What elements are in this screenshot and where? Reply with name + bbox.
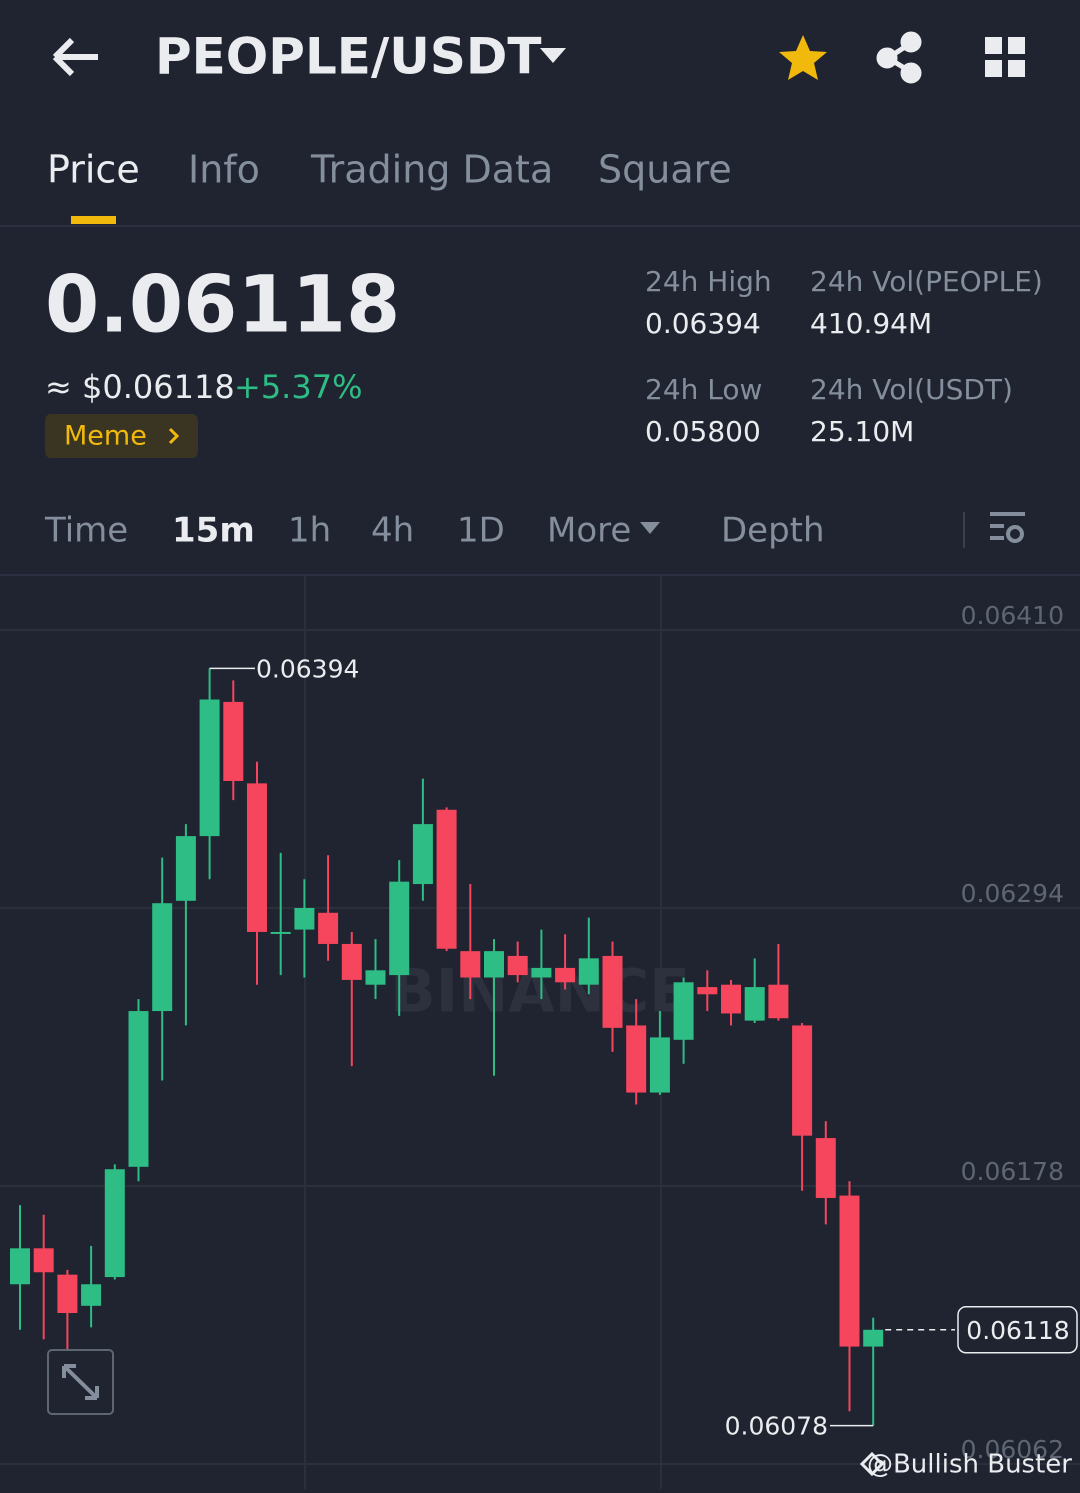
candle-body bbox=[294, 908, 315, 930]
candlestick-chart: 0.06410 0.06294 0.06178 0.06062 0.06394 0.060… bbox=[0, 601, 1080, 1465]
watermark-icon bbox=[859, 1451, 885, 1477]
tab[interactable]: Trading Data bbox=[310, 148, 553, 192]
y-tick-label: 0.06062 bbox=[961, 1435, 1064, 1464]
candle-body bbox=[626, 1025, 647, 1093]
watermark: @Bullish Buster bbox=[867, 1450, 1072, 1480]
icon-gear bbox=[1006, 525, 1024, 543]
candle-body bbox=[128, 1011, 149, 1167]
candle-body bbox=[436, 809, 457, 949]
grid-cell bbox=[985, 60, 1002, 77]
tab[interactable]: Price bbox=[47, 148, 140, 192]
stat-value: 410.94M bbox=[810, 307, 932, 340]
tab[interactable]: Info bbox=[188, 148, 260, 192]
low-label: 0.06078 bbox=[725, 1412, 828, 1441]
back-arrow bbox=[52, 37, 98, 77]
candle-body bbox=[318, 912, 339, 944]
candle-body bbox=[531, 967, 552, 978]
candle-body bbox=[815, 1138, 836, 1198]
candle-body bbox=[792, 1025, 813, 1136]
candle-body bbox=[578, 958, 599, 985]
favorite-star[interactable] bbox=[779, 35, 827, 80]
candle-body bbox=[247, 783, 267, 932]
y-tick-label: 0.06410 bbox=[961, 601, 1064, 630]
grid-cell bbox=[1008, 37, 1025, 54]
interval[interactable]: 1h bbox=[288, 511, 331, 551]
grid-cell bbox=[1008, 60, 1025, 77]
interval[interactable]: 15m bbox=[172, 511, 255, 551]
meme-tag[interactable]: Meme bbox=[45, 414, 198, 458]
back-button[interactable] bbox=[52, 37, 98, 77]
candle-body bbox=[57, 1274, 78, 1314]
share-dot bbox=[900, 31, 922, 53]
tab[interactable]: Square bbox=[598, 148, 732, 192]
candle-body bbox=[863, 1329, 884, 1347]
candle-body bbox=[697, 987, 718, 995]
last-price: 0.06118 bbox=[45, 260, 400, 350]
candle-body bbox=[721, 984, 741, 1014]
candle-body bbox=[389, 881, 410, 976]
more-dropdown bbox=[640, 522, 660, 534]
interval[interactable]: Depth bbox=[721, 511, 825, 551]
share-dot bbox=[876, 47, 898, 69]
stat-label: 24h Low bbox=[645, 373, 762, 406]
share-dot bbox=[900, 62, 922, 84]
tab-indicator bbox=[71, 216, 116, 224]
price-change: +5.37% bbox=[234, 368, 362, 406]
expand-button[interactable] bbox=[47, 1349, 114, 1415]
candle-body bbox=[768, 984, 789, 1019]
candle-body bbox=[152, 903, 173, 1012]
candle-body bbox=[673, 982, 694, 1040]
candle-body bbox=[602, 955, 623, 1028]
candle-body bbox=[81, 1284, 102, 1306]
tag-bg bbox=[45, 414, 198, 458]
tag-label: Meme bbox=[64, 421, 147, 452]
pair-dropdown[interactable] bbox=[540, 48, 566, 63]
share-button[interactable] bbox=[876, 31, 922, 84]
interval[interactable]: Time bbox=[44, 511, 128, 551]
candle-body bbox=[199, 699, 220, 837]
candle-body bbox=[555, 967, 576, 983]
pair-title[interactable]: PEOPLE/USDT bbox=[155, 28, 541, 86]
candle-body bbox=[104, 1169, 125, 1278]
candle-body bbox=[270, 931, 291, 934]
expand-frame bbox=[47, 1349, 114, 1415]
candle-body bbox=[365, 970, 386, 985]
interval[interactable]: More bbox=[547, 511, 631, 551]
candle-body bbox=[412, 824, 433, 885]
tag-chevron bbox=[168, 427, 180, 445]
grid-menu[interactable] bbox=[985, 37, 1025, 77]
interval[interactable]: 1D bbox=[457, 511, 505, 551]
stat-value: 0.05800 bbox=[645, 415, 761, 448]
candle-body bbox=[175, 836, 196, 901]
candle-body bbox=[744, 987, 765, 1021]
last-price-box bbox=[957, 1306, 1078, 1354]
last-price-label: 0.06118 bbox=[966, 1316, 1069, 1345]
candle-body bbox=[33, 1248, 54, 1273]
high-label: 0.06394 bbox=[256, 654, 359, 683]
grid-cell bbox=[985, 37, 1002, 54]
candle-body bbox=[839, 1195, 860, 1347]
candle-body bbox=[341, 943, 362, 980]
logo-watermark: BINANCE bbox=[390, 957, 690, 1027]
y-tick-label: 0.06178 bbox=[961, 1157, 1064, 1186]
stat-value: 25.10M bbox=[810, 415, 914, 448]
candle-body bbox=[460, 951, 481, 978]
interval[interactable]: 4h bbox=[371, 511, 414, 551]
candle-body bbox=[507, 955, 528, 976]
candle-body bbox=[649, 1037, 670, 1093]
usd-price: ≈ $0.06118 bbox=[45, 368, 235, 406]
chart-settings[interactable] bbox=[990, 512, 1025, 543]
candle-body bbox=[484, 951, 504, 978]
stat-label: 24h High bbox=[645, 265, 772, 298]
y-tick-label: 0.06294 bbox=[961, 879, 1064, 908]
stat-label: 24h Vol(USDT) bbox=[810, 373, 1013, 406]
candle-body bbox=[223, 701, 244, 781]
stat-value: 0.06394 bbox=[645, 307, 761, 340]
candle-body bbox=[10, 1248, 30, 1285]
stat-label: 24h Vol(PEOPLE) bbox=[810, 265, 1043, 298]
expand-icon bbox=[62, 1364, 99, 1400]
